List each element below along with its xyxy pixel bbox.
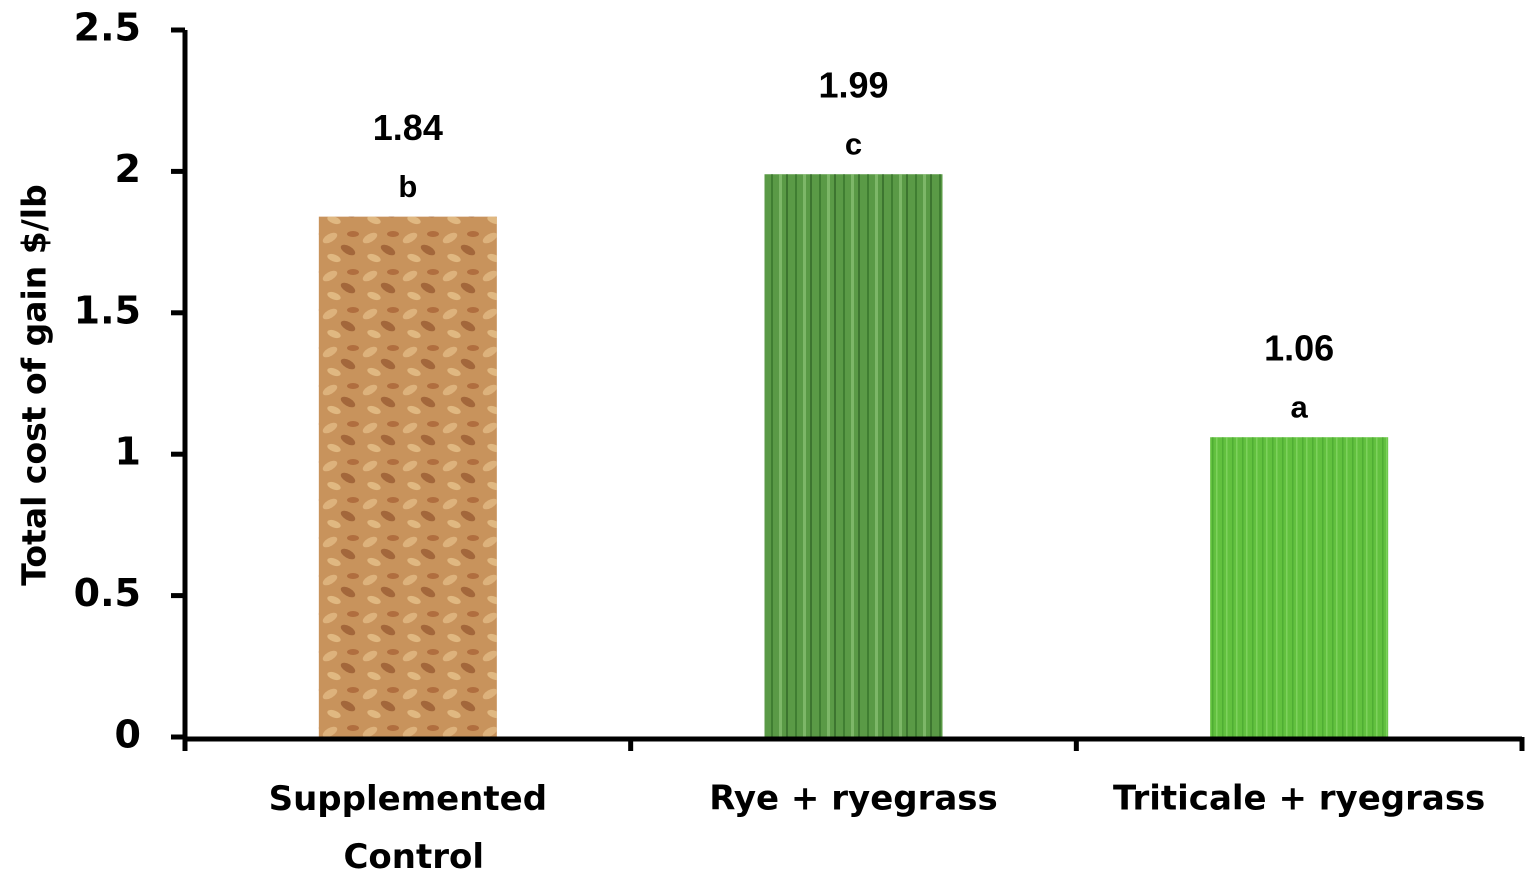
significance-label: c (845, 126, 862, 161)
y-tick-label: 1 (115, 430, 141, 474)
bar-texture (1210, 437, 1388, 737)
value-label: 1.06 (1264, 328, 1334, 369)
significance-label: b (398, 169, 417, 204)
bar-texture (765, 174, 943, 737)
x-tick-label: Supplemented Control (269, 779, 547, 875)
bar-texture (319, 217, 497, 737)
y-tick-label: 0 (115, 713, 141, 757)
x-tick-label-line: Control (332, 837, 484, 875)
value-label: 1.99 (818, 65, 888, 106)
x-tick-label: Rye + ryegrass (709, 779, 998, 819)
y-tick-label: 2 (115, 147, 141, 191)
y-axis-title: Total cost of gain $/lb (15, 184, 54, 585)
y-tick-label: 1.5 (74, 288, 141, 332)
x-tick-label: Triticale + ryegrass (1113, 779, 1485, 819)
x-tick-label-line: Supplemented (269, 779, 547, 819)
chart: Total cost of gain $/lb 0 0.5 1 1.5 2 2.5 1.84… (0, 0, 1527, 875)
y-tick-label: 2.5 (74, 6, 141, 50)
y-tick-label: 0.5 (74, 571, 141, 615)
significance-label: a (1291, 389, 1309, 424)
value-label: 1.84 (373, 107, 443, 148)
